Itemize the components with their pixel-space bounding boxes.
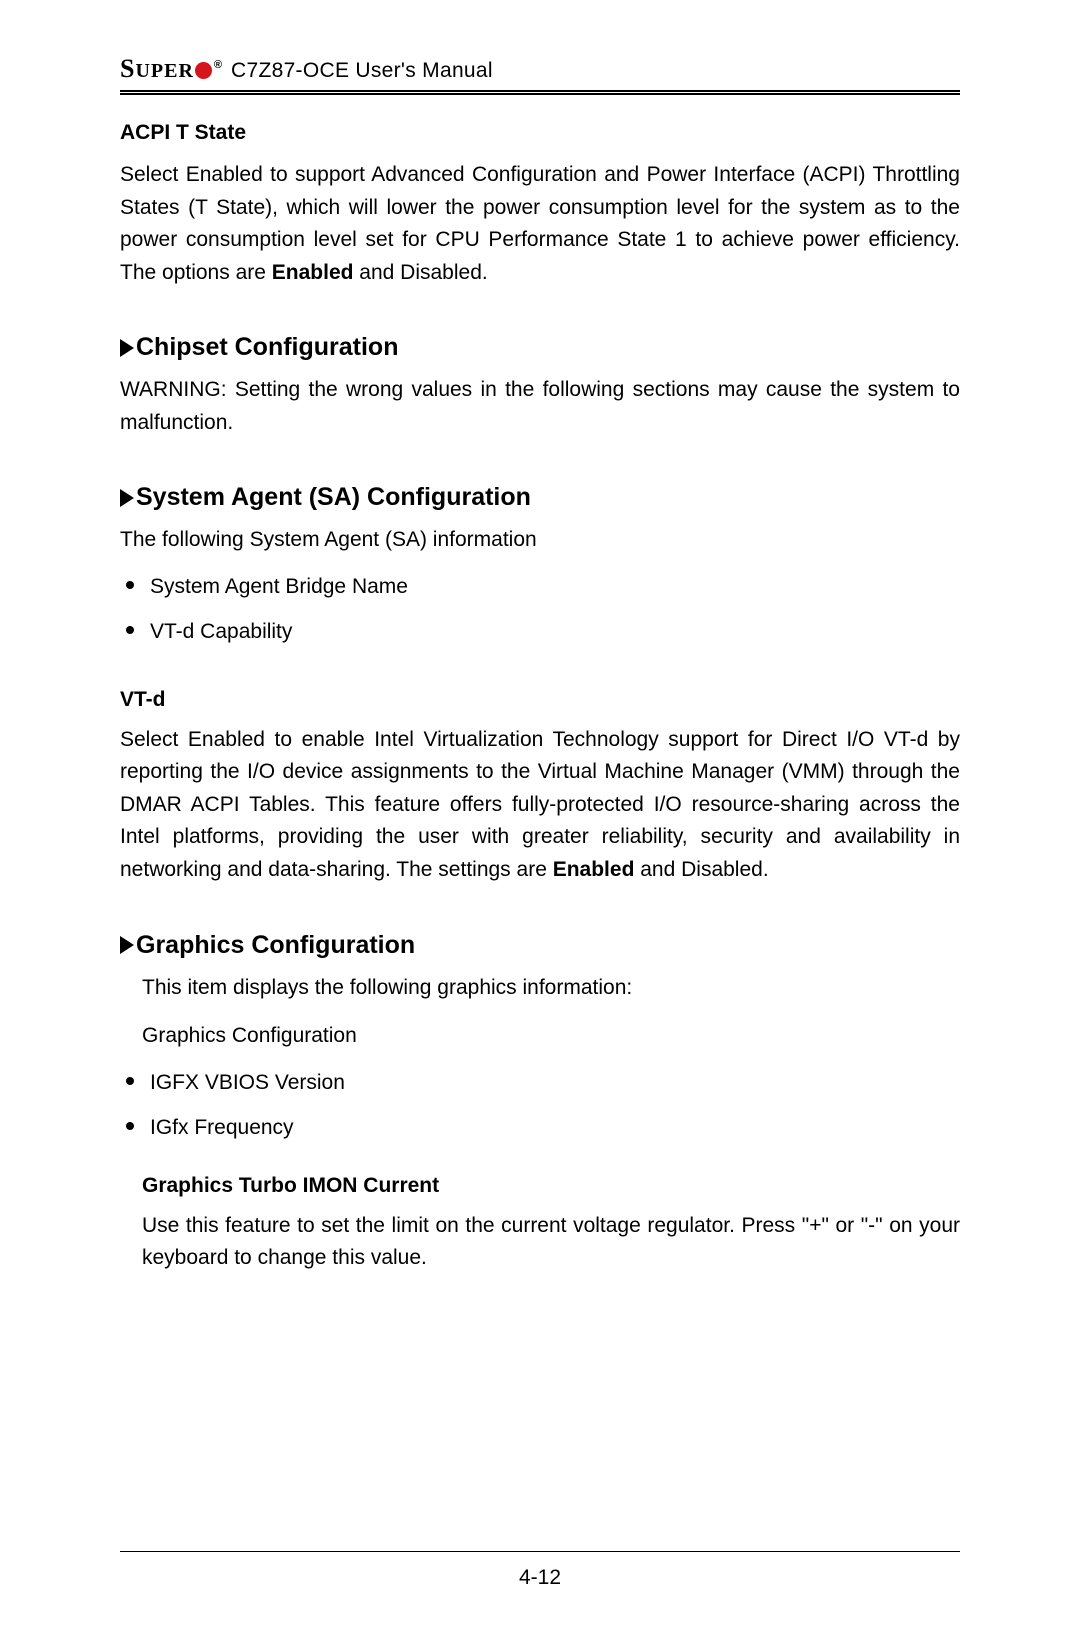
brand-letters-rest: UPER [135,60,193,83]
acpi-body-bold: Enabled [272,261,354,284]
page-header: SUPER ® C7Z87-OCE User's Manual [120,54,960,95]
vtd-heading: VT-d [120,688,960,712]
acpi-heading: ACPI T State [120,121,960,145]
list-item: System Agent Bridge Name [120,571,960,603]
list-item: IGFX VBIOS Version [120,1067,960,1099]
vtd-body-pre: Select Enabled to enable Intel Virtualiz… [120,728,966,881]
graphics-bullet-list: IGFX VBIOS Version IGfx Frequency [120,1067,960,1144]
registered-mark-icon: ® [214,59,223,71]
graphics-intro-2: Graphics Configuration [142,1020,960,1053]
chipset-warning: WARNING: Setting the wrong values in the… [120,374,960,439]
triangle-right-icon [120,339,134,357]
page-number: 4-12 [519,1566,561,1589]
graphics-heading: Graphics Configuration [120,931,960,960]
list-item: VT-d Capability [120,616,960,648]
imon-body: Use this feature to set the limit on the… [142,1210,960,1275]
imon-heading: Graphics Turbo IMON Current [142,1174,960,1198]
sa-heading: System Agent (SA) Configuration [120,483,960,512]
brand-dot-icon [195,62,212,79]
triangle-right-icon [120,936,134,954]
manual-page: SUPER ® C7Z87-OCE User's Manual ACPI T St… [0,0,1080,1650]
vtd-body: Select Enabled to enable Intel Virtualiz… [120,724,960,887]
page-footer: 4-12 [120,1551,960,1590]
graphics-imon-block: Graphics Turbo IMON Current Use this fea… [142,1174,960,1275]
acpi-body: Select Enabled to support Advanced Confi… [120,159,960,289]
vtd-body-bold: Enabled [553,858,635,881]
acpi-body-post: and Disabled. [353,261,487,284]
list-item: IGfx Frequency [120,1112,960,1144]
chipset-heading-text: Chipset Configuration [136,333,398,362]
brand-letter-cap: S [120,54,135,84]
graphics-heading-text: Graphics Configuration [136,931,415,960]
acpi-body-pre: Select Enabled to support Advanced Confi… [120,163,966,284]
triangle-right-icon [120,489,134,507]
graphics-intro-1: This item displays the following graphic… [142,972,960,1005]
manual-title: C7Z87-OCE User's Manual [231,59,493,83]
vtd-body-post: and Disabled. [634,858,768,881]
brand-logo: SUPER ® [120,54,221,84]
sa-bullet-list: System Agent Bridge Name VT-d Capability [120,571,960,648]
graphics-block: This item displays the following graphic… [142,972,960,1053]
sa-intro: The following System Agent (SA) informat… [120,524,960,557]
chipset-heading: Chipset Configuration [120,333,960,362]
sa-heading-text: System Agent (SA) Configuration [136,483,531,512]
